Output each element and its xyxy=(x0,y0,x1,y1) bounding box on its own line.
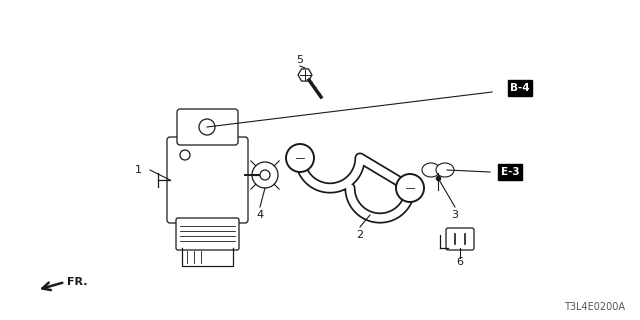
Circle shape xyxy=(396,174,424,202)
Text: 2: 2 xyxy=(356,230,364,240)
Text: 5: 5 xyxy=(296,55,303,65)
Text: 4: 4 xyxy=(257,210,264,220)
FancyBboxPatch shape xyxy=(446,228,474,250)
Text: FR.: FR. xyxy=(67,277,88,287)
Circle shape xyxy=(260,170,270,180)
Circle shape xyxy=(199,119,215,135)
FancyBboxPatch shape xyxy=(176,218,239,250)
Text: B-4: B-4 xyxy=(510,83,530,93)
Text: E-3: E-3 xyxy=(500,167,519,177)
Polygon shape xyxy=(422,163,440,177)
Circle shape xyxy=(180,150,190,160)
FancyBboxPatch shape xyxy=(167,137,248,223)
Text: 6: 6 xyxy=(456,257,463,267)
Polygon shape xyxy=(436,163,454,177)
Text: 1: 1 xyxy=(134,165,141,175)
Polygon shape xyxy=(298,69,312,81)
Text: 3: 3 xyxy=(451,210,458,220)
Circle shape xyxy=(252,162,278,188)
FancyBboxPatch shape xyxy=(177,109,238,145)
Text: T3L4E0200A: T3L4E0200A xyxy=(564,302,625,312)
Circle shape xyxy=(286,144,314,172)
